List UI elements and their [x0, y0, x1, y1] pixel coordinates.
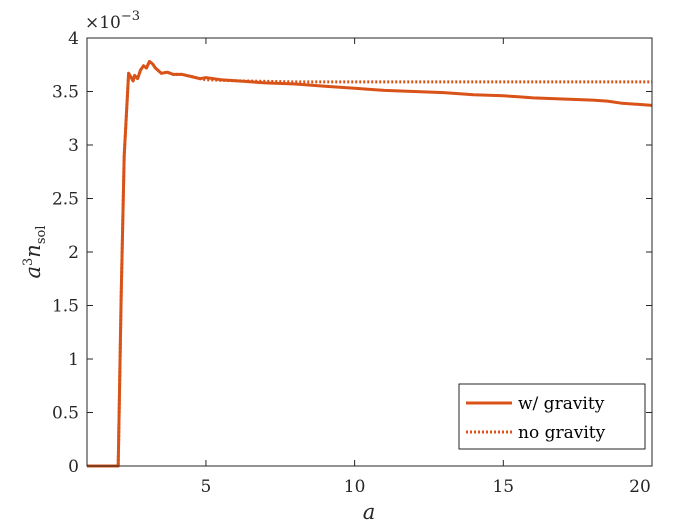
y-tick-label: 0.5	[52, 404, 79, 424]
y-tick-label: 3.5	[52, 83, 79, 103]
legend: w/ gravity no gravity	[458, 383, 646, 450]
x-tick-label: 15	[492, 477, 514, 497]
y-tick-label: 0	[68, 457, 79, 477]
x-tick-label: 20	[629, 477, 651, 497]
y-axis-label: a3nsol	[21, 226, 49, 279]
x-axis-label: a	[363, 500, 376, 524]
y-tick-label: 1	[68, 350, 79, 370]
x-tick-label: 10	[344, 477, 366, 497]
legend-box	[458, 383, 646, 450]
x-tick-label: 5	[201, 477, 212, 497]
y-tick-label: 3	[68, 136, 79, 156]
exponent-label: ×10−3	[85, 9, 140, 33]
y-tick-label: 2	[68, 243, 79, 263]
legend-label-no-gravity: no gravity	[518, 423, 606, 443]
y-tick-label: 1.5	[52, 297, 79, 317]
series-line-w-gravity	[87, 60, 653, 468]
ticks-layer: 5 10 15 20 0 0.5 1 1.5 2 2.5 3 3.5 4	[52, 29, 653, 497]
legend-label-w-gravity: w/ gravity	[518, 394, 605, 414]
y-tick-label: 4	[68, 29, 79, 49]
series-layer	[87, 60, 653, 468]
y-tick-label: 2.5	[52, 190, 79, 210]
